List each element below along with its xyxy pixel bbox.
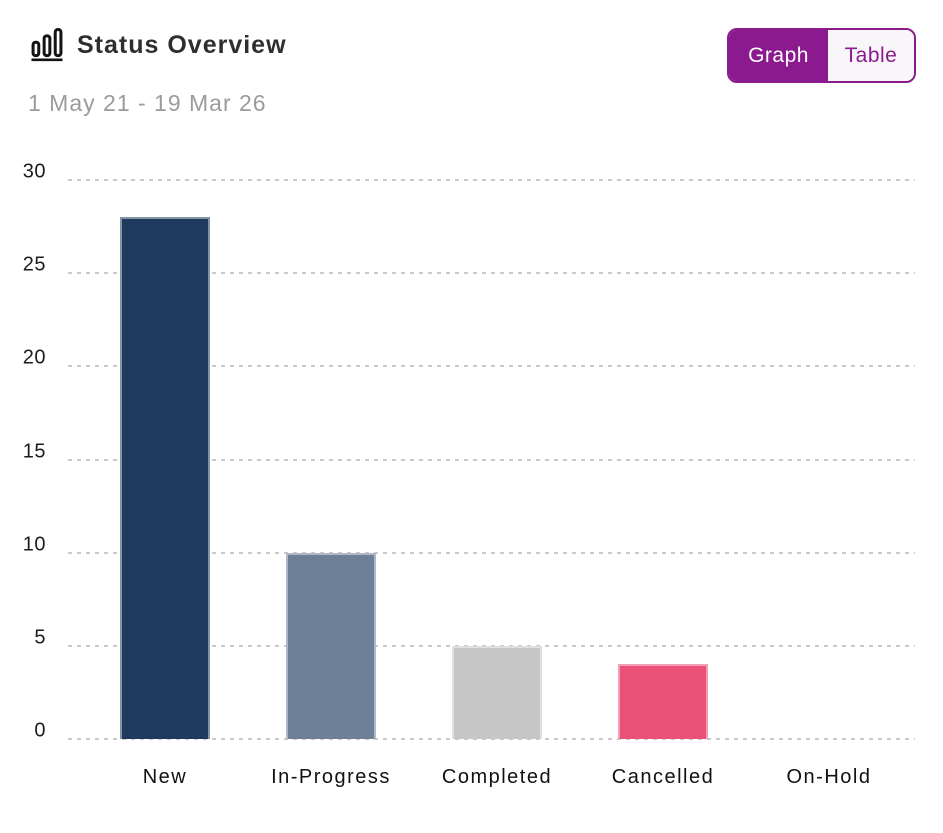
date-range: 1 May 21 - 19 Mar 26 (28, 90, 267, 116)
bar-new[interactable] (120, 217, 210, 739)
gridline-y-10 (68, 551, 915, 554)
table-button[interactable]: Table (828, 30, 914, 81)
x-axis-category-label: Completed (441, 766, 553, 788)
gridline-y-20 (68, 365, 915, 368)
bar-chart-icon (28, 24, 66, 62)
graph-table-toggle: Graph Table (727, 28, 916, 83)
x-axis-category-label: New (142, 766, 188, 788)
bar-cancelled[interactable] (618, 664, 708, 739)
bar-in-progress[interactable] (286, 552, 376, 739)
y-axis-tick-label: 10 (22, 533, 46, 556)
y-axis-tick-label: 5 (34, 626, 46, 649)
y-axis-tick-label: 15 (22, 440, 46, 462)
bar-completed[interactable] (452, 645, 542, 739)
y-axis-tick-label: 20 (22, 346, 46, 369)
x-axis-category-label: Cancelled (611, 766, 715, 788)
x-axis-category-label: In-Progress (271, 766, 391, 788)
graph-button[interactable]: Graph (729, 30, 828, 81)
x-axis-category-label: On-Hold (786, 766, 872, 788)
y-axis-tick-label: 25 (22, 253, 46, 276)
y-axis-tick-label: 0 (34, 719, 46, 742)
gridline-y-0 (68, 738, 915, 740)
gridline-y-25 (68, 272, 915, 275)
gridline-y-15 (68, 458, 915, 461)
y-axis-tick-label: 30 (22, 160, 46, 183)
gridline-y-30 (68, 179, 915, 181)
page-title: Status Overview (77, 31, 287, 59)
